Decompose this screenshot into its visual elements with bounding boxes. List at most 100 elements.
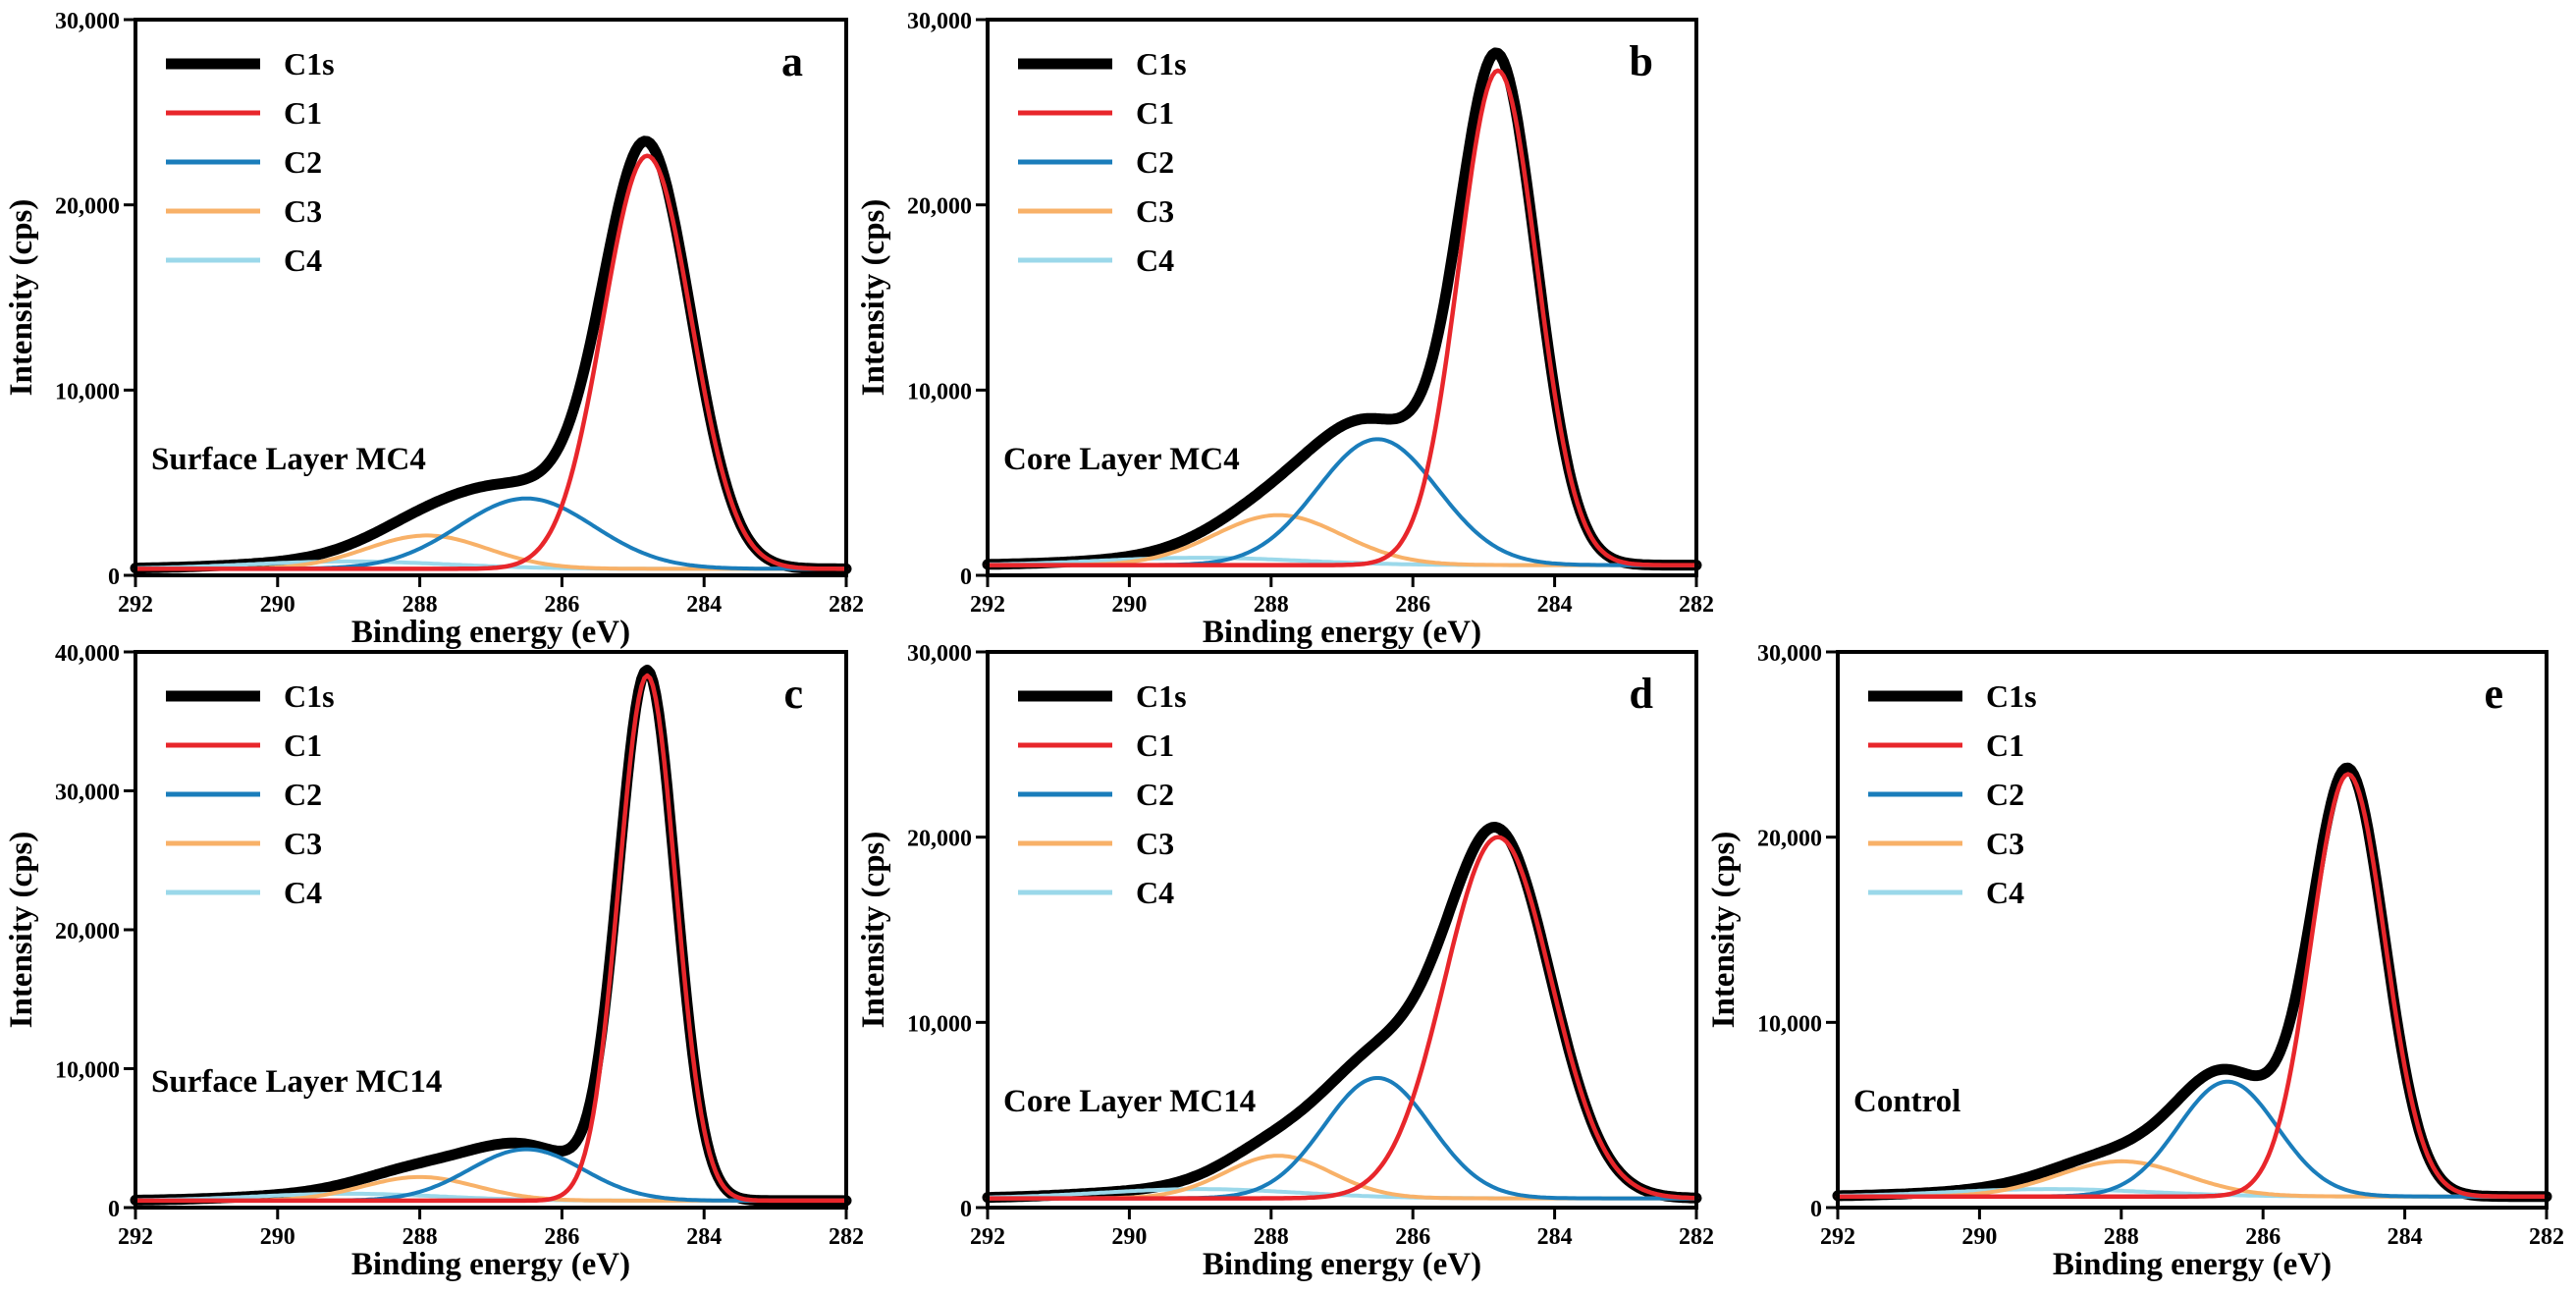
sample-label: Surface Layer MC14	[151, 1064, 442, 1100]
legend-label-c3: C3	[1986, 826, 2024, 861]
x-tick-label: 288	[1254, 592, 1289, 618]
panel-c: 292 290 288 286 284 282 0 10,000 20,000 30,000 40,…	[4, 641, 864, 1282]
legend-label-c1s: C1s	[1136, 678, 1187, 714]
panel-letter: a	[781, 37, 803, 85]
series-c1s-line	[130, 135, 852, 574]
x-tick-label: 282	[829, 592, 864, 618]
y-tick-label: 20,000	[907, 827, 972, 852]
plot-frame	[134, 18, 848, 577]
y-axis-label: Intensity (cps)	[856, 832, 891, 1029]
series-c1-line	[985, 835, 1699, 1201]
sample-label: Control	[1853, 1084, 1960, 1119]
sample-label: Core Layer MC14	[1003, 1084, 1256, 1119]
legend-label-c1s: C1s	[284, 46, 335, 81]
x-tick-label: 284	[2388, 1224, 2423, 1250]
x-tick-label: 288	[2104, 1224, 2139, 1250]
y-tick-label: 0	[960, 1197, 972, 1222]
legend-label-c2: C2	[1986, 777, 2024, 812]
legend-label-c3: C3	[1136, 826, 1174, 861]
y-tick-label: 10,000	[1757, 1011, 1822, 1037]
x-axis-label: Binding energy (eV)	[351, 1247, 630, 1282]
legend-label-c1: C1	[1136, 95, 1174, 131]
x-tick-label: 288	[402, 1224, 438, 1250]
x-tick-label: 286	[1395, 592, 1430, 618]
legend-label-c4: C4	[1136, 875, 1174, 910]
legend-label-c2: C2	[1136, 777, 1174, 812]
y-tick-label: 10,000	[55, 1058, 120, 1084]
sample-label: Core Layer MC4	[1003, 442, 1240, 477]
legend-label-c4: C4	[1136, 243, 1174, 278]
series-c1s-line	[1832, 762, 2552, 1203]
x-axis-label: Binding energy (eV)	[351, 615, 630, 650]
legend-label-c1: C1	[284, 95, 322, 131]
y-tick-label: 0	[108, 1197, 120, 1222]
x-tick-label: 284	[686, 592, 722, 618]
legend-label-c4: C4	[284, 875, 322, 910]
x-tick-label: 290	[1111, 592, 1147, 618]
panel-e: 292 290 288 286 284 282 0 10,000 20,000 30,000 Bin…	[1706, 641, 2564, 1282]
y-tick-label: 10,000	[907, 1011, 972, 1037]
panel-letter: b	[1630, 37, 1653, 85]
legend-label-c4: C4	[284, 243, 322, 278]
legend-label-c3: C3	[284, 826, 322, 861]
x-tick-label: 290	[1961, 1224, 1997, 1250]
x-tick-label: 290	[260, 592, 295, 618]
legend-label-c1: C1	[284, 728, 322, 763]
y-tick-label: 10,000	[907, 379, 972, 404]
x-axis-label: Binding energy (eV)	[1203, 1247, 1481, 1282]
y-tick-label: 20,000	[1757, 827, 1822, 852]
y-axis-label: Intensity (cps)	[4, 199, 39, 397]
y-tick-label: 10,000	[55, 379, 120, 404]
y-tick-label: 0	[108, 565, 120, 590]
panel-letter: c	[783, 670, 803, 718]
series-c1-line	[985, 68, 1699, 567]
panel-letter: d	[1630, 670, 1653, 718]
x-tick-label: 288	[1254, 1224, 1289, 1250]
legend-label-c3: C3	[284, 193, 322, 229]
series-c1s-line	[982, 47, 1702, 571]
legend-label-c2: C2	[284, 777, 322, 812]
y-tick-label: 0	[960, 565, 972, 590]
series-c1-line	[133, 153, 849, 571]
legend-label-c3: C3	[1136, 193, 1174, 229]
y-tick-label: 20,000	[907, 194, 972, 220]
series-c1s-line	[982, 822, 1702, 1204]
x-tick-label: 290	[260, 1224, 295, 1250]
y-tick-label: 20,000	[55, 919, 120, 944]
y-axis-label: Intensity (cps)	[4, 832, 39, 1029]
panel-b: 292 290 288 286 284 282 0 10,000 20,000 30,000 Bin…	[856, 9, 1714, 650]
series-c1s-line	[130, 665, 852, 1207]
y-tick-label: 20,000	[55, 194, 120, 220]
legend-label-c1s: C1s	[1136, 46, 1187, 81]
legend-label-c1s: C1s	[284, 678, 335, 714]
legend-label-c1: C1	[1986, 728, 2024, 763]
y-tick-label: 30,000	[55, 9, 120, 34]
x-tick-label: 292	[1820, 1224, 1855, 1250]
x-tick-label: 292	[118, 1224, 153, 1250]
y-axis-label: Intensity (cps)	[1706, 832, 1742, 1029]
x-tick-label: 292	[118, 592, 153, 618]
plot-frame	[134, 650, 848, 1210]
x-tick-label: 288	[402, 592, 438, 618]
x-tick-label: 292	[970, 1224, 1005, 1250]
x-tick-label: 282	[1679, 1224, 1714, 1250]
y-tick-label: 30,000	[55, 781, 120, 806]
x-tick-label: 290	[1111, 1224, 1147, 1250]
x-tick-label: 282	[1679, 592, 1714, 618]
x-tick-label: 284	[1537, 592, 1573, 618]
x-axis-label: Binding energy (eV)	[1203, 615, 1481, 650]
panel-d: 292 290 288 286 284 282 0 10,000 20,000 30,000 Bin…	[856, 641, 1714, 1282]
series-c1-line	[1835, 772, 2549, 1199]
legend-label-c4: C4	[1986, 875, 2024, 910]
panel-letter: e	[2484, 670, 2503, 718]
plot-frame	[1836, 650, 2549, 1210]
legend-label-c1s: C1s	[1986, 678, 2037, 714]
y-tick-label: 30,000	[907, 9, 972, 34]
plot-frame	[986, 650, 1698, 1210]
legend-label-c2: C2	[1136, 144, 1174, 180]
x-tick-label: 282	[2529, 1224, 2564, 1250]
series-c1-line	[133, 673, 849, 1204]
x-tick-label: 286	[2245, 1224, 2281, 1250]
plot-frame	[986, 18, 1698, 577]
